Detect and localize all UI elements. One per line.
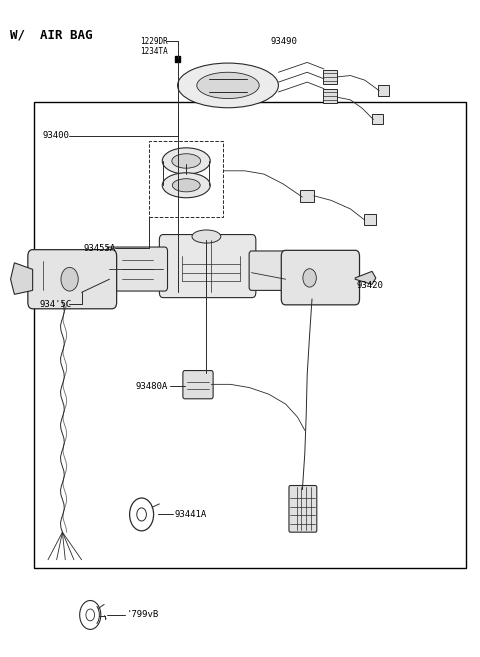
Circle shape	[303, 269, 316, 287]
Bar	[323, 70, 337, 84]
Bar	[34, 102, 466, 568]
Ellipse shape	[162, 148, 210, 174]
Bar	[300, 190, 314, 202]
FancyBboxPatch shape	[159, 235, 256, 298]
Text: 93441A: 93441A	[174, 510, 206, 519]
FancyBboxPatch shape	[28, 250, 117, 309]
Text: '799vB: '799vB	[126, 610, 158, 620]
FancyBboxPatch shape	[281, 250, 360, 305]
FancyBboxPatch shape	[289, 486, 317, 532]
FancyBboxPatch shape	[183, 371, 213, 399]
FancyBboxPatch shape	[249, 251, 288, 290]
Text: 93455A: 93455A	[83, 244, 115, 253]
Text: 1229DR
1234TA: 1229DR 1234TA	[140, 37, 168, 57]
Text: 93400: 93400	[43, 131, 70, 141]
Ellipse shape	[172, 154, 201, 168]
Ellipse shape	[197, 72, 259, 99]
Ellipse shape	[162, 173, 210, 198]
Bar	[323, 89, 337, 103]
Ellipse shape	[178, 63, 278, 108]
Text: 93490: 93490	[270, 37, 297, 46]
Polygon shape	[11, 263, 33, 294]
Text: W/  AIR BAG: W/ AIR BAG	[10, 29, 92, 42]
Bar	[378, 85, 389, 96]
Ellipse shape	[172, 179, 200, 192]
Bar	[149, 141, 223, 217]
Text: 93480A: 93480A	[136, 382, 168, 391]
Bar	[372, 114, 383, 124]
Bar	[175, 56, 180, 62]
Ellipse shape	[192, 230, 221, 243]
Bar	[364, 214, 376, 225]
Text: 934'5C: 934'5C	[40, 300, 72, 309]
Polygon shape	[355, 271, 376, 284]
Text: 93420: 93420	[357, 281, 384, 290]
Circle shape	[61, 267, 78, 291]
FancyBboxPatch shape	[107, 247, 168, 291]
